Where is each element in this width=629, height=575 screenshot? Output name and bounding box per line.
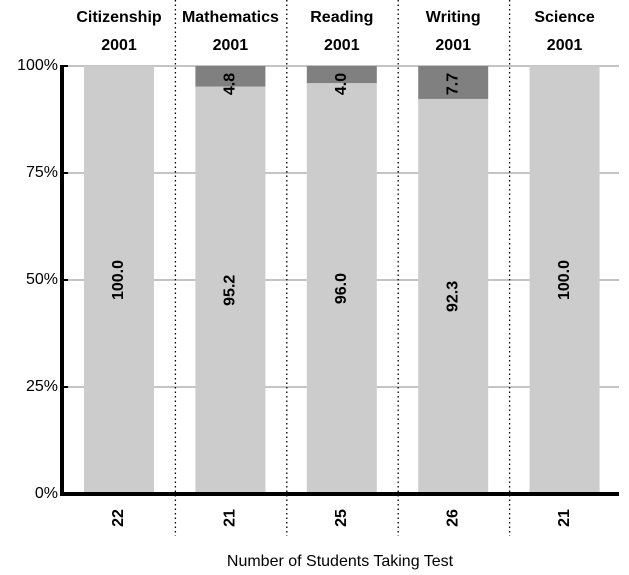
value-label: 4.0	[333, 73, 350, 95]
x-tick-label: 2001	[324, 37, 360, 54]
x-axis-label: Number of Students Taking Test	[227, 553, 454, 570]
student-count: 26	[444, 509, 461, 527]
x-tick-label: Writing	[426, 9, 481, 26]
y-tick-label: 75%	[26, 164, 58, 181]
x-tick-label: Reading	[310, 9, 373, 26]
x-tick-label: Science	[534, 9, 595, 26]
x-tick-label: 2001	[435, 37, 471, 54]
bar-segment	[306, 83, 377, 495]
student-count: 21	[222, 509, 239, 527]
value-label: 100.0	[556, 260, 573, 300]
value-label: 4.8	[222, 73, 239, 95]
bar-segment	[306, 66, 377, 84]
x-tick-label: Mathematics	[182, 9, 279, 26]
x-tick-label: 2001	[547, 37, 583, 54]
value-label: 96.0	[333, 273, 350, 304]
bar-segment	[418, 98, 489, 495]
y-tick-label: 100%	[17, 57, 58, 74]
y-tick-label: 0%	[35, 485, 58, 502]
bar-segment	[418, 66, 489, 99]
x-tick-label: Citizenship	[76, 9, 162, 26]
student-count: 25	[333, 509, 350, 527]
x-tick-label: 2001	[213, 37, 249, 54]
x-tick-label: 2001	[101, 37, 137, 54]
y-tick-label: 25%	[26, 378, 58, 395]
bar-segment	[195, 66, 266, 87]
bar-segment	[84, 66, 154, 494]
bar-segment	[195, 86, 266, 494]
bar-segment	[529, 66, 600, 494]
y-tick-label: 50%	[26, 271, 58, 288]
value-label: 95.2	[222, 275, 239, 306]
student-count: 22	[110, 509, 127, 527]
student-count: 21	[556, 509, 573, 527]
value-label: 92.3	[444, 281, 461, 312]
value-label: 100.0	[110, 260, 127, 300]
value-label: 7.7	[444, 73, 461, 95]
